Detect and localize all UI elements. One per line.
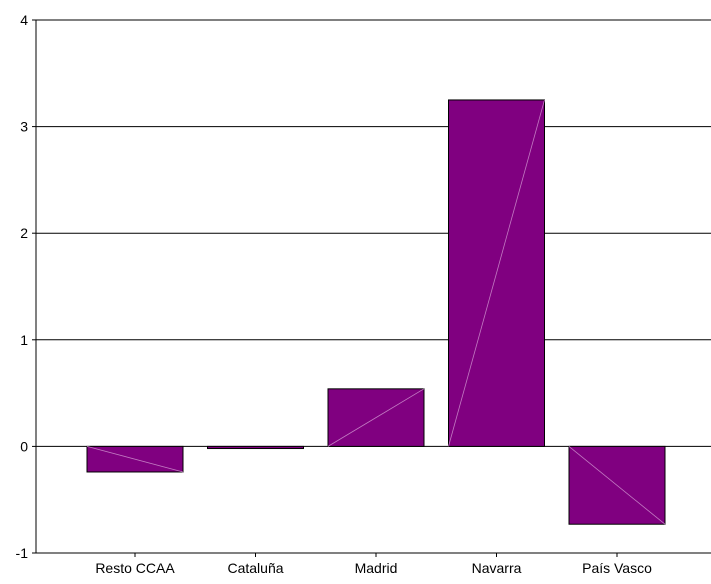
bar — [207, 445, 304, 450]
bar-highlight — [448, 99, 545, 447]
axes — [32, 19, 711, 557]
gridlines — [36, 19, 711, 447]
y-tick-label: 0 — [20, 438, 28, 454]
x-tick-label: Cataluña — [227, 560, 283, 576]
y-tick-label: 2 — [20, 225, 28, 241]
bar-highlight — [568, 446, 666, 525]
bar-highlight — [86, 446, 184, 473]
tick-labels: -1 0 1 2 3 4 Resto CCAA Cataluña Madrid Navarra Pa… — [16, 12, 653, 576]
y-tick-label: 1 — [20, 332, 28, 348]
x-tick-label: Resto CCAA — [95, 560, 175, 576]
bars — [86, 99, 666, 525]
y-tick-label: -1 — [16, 545, 29, 561]
y-tick-label: 3 — [20, 119, 28, 135]
x-tick-label: Madrid — [355, 560, 398, 576]
y-tick-label: 4 — [20, 12, 28, 28]
x-tick-label: Navarra — [472, 560, 522, 576]
x-tick-label: País Vasco — [582, 560, 652, 576]
bar-highlight — [327, 388, 425, 447]
